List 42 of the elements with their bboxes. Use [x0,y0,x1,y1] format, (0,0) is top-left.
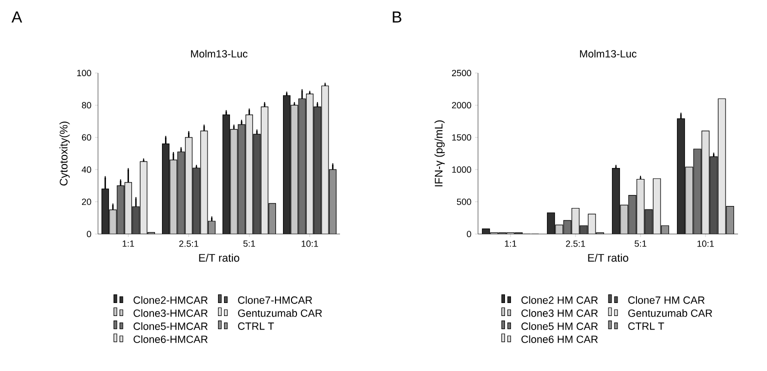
x-tick-label: 1:1 [504,240,516,247]
legend-label: CTRL T [238,322,274,330]
legend-label: Clone5 HM CAR [521,322,598,330]
x-tick-label: 10:1 [697,240,714,247]
y-tick-label: 0 [86,230,92,238]
x-tick-label: 1:1 [122,240,134,247]
text: A [12,12,22,22]
legend-label: Gentuzumab CAR [238,309,322,317]
y-tick-label: 0 [466,230,472,238]
legend-label: Clone7-HMCAR [238,296,312,304]
x-tick-label: 5:1 [243,240,256,247]
y-tick-label: 500 [456,198,472,205]
y-tick-label: 20 [82,198,92,205]
legend-label: Clone7 HM CAR [628,296,705,304]
y-tick-label: 1500 [452,134,472,141]
x-tick-label: 5:1 [634,240,646,247]
chart-title: Molm13-Luc [191,50,248,58]
text: B [392,12,402,22]
legend-label: Clone6-HMCAR [134,335,208,344]
x-tick-label: 2.5:1 [179,240,198,247]
y-tick-label: 80 [82,102,92,108]
legend-label: Clone3 HM CAR [521,309,598,317]
chart-title: Molm13-Luc [580,50,636,58]
y-axis-title: IFN-γ (pg/mL) [434,120,445,186]
legend-label: Clone6 HM CAR [521,335,598,344]
y-tick-label: 1000 [452,166,472,173]
y-tick-label: 2500 [452,70,472,76]
y-tick-label: 60 [82,134,92,141]
x-tick-label: 10:1 [302,240,318,247]
y-axis-title: Cytotoxity(%) [59,122,70,186]
y-tick-label: 100 [77,70,92,76]
legend-label: Gentuzumab CAR [628,309,712,317]
x-axis-title: E/T ratio [199,254,240,262]
x-axis-title: E/T ratio [588,254,628,262]
legend-label: Clone2 HM CAR [521,296,598,304]
legend-label: Clone3-HMCAR [134,309,208,317]
legend-label: CTRL T [628,322,664,330]
x-tick-label: 2.5:1 [566,240,586,247]
y-tick-label: 2000 [452,102,472,108]
y-tick-label: 40 [82,166,92,173]
legend-label: Clone2-HMCAR [134,296,208,304]
legend-label: Clone5-HMCAR [134,322,208,330]
